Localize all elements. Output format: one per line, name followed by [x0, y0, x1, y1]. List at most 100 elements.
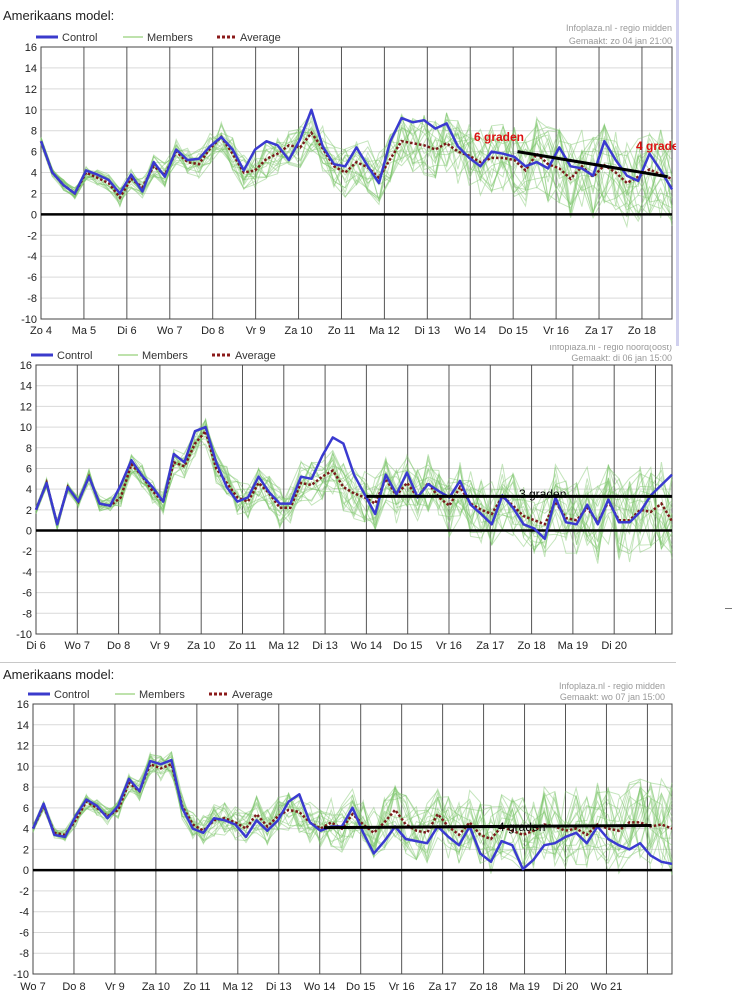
- member-line: [35, 425, 673, 558]
- member-line: [32, 755, 673, 875]
- legend-members: Members: [139, 689, 185, 701]
- legend-control: Control: [57, 350, 92, 362]
- x-tick-label: Vr 16: [389, 981, 415, 993]
- member-lines: [40, 109, 673, 229]
- y-tick-label: -4: [27, 251, 37, 263]
- annotation-label: 3 graden: [519, 487, 566, 501]
- y-tick-label: 16: [17, 699, 29, 711]
- member-line: [32, 763, 673, 864]
- y-tick-label: 12: [20, 401, 32, 413]
- x-tick-label: Do 8: [62, 981, 85, 993]
- x-tick-label: Vr 9: [246, 325, 266, 337]
- member-line: [35, 428, 673, 559]
- chart-title: Amerikaans model:: [3, 667, 114, 682]
- x-tick-label: Do 15: [393, 640, 422, 652]
- y-tick-label: 8: [26, 443, 32, 455]
- x-tick-label: Ma 12: [223, 981, 254, 993]
- trend-line: [323, 824, 652, 830]
- chart-panel-1: Amerikaans model: Infoplaza.nl - regio mi…: [0, 0, 679, 346]
- member-line: [40, 123, 673, 219]
- member-line: [40, 125, 673, 229]
- plot-frame: [32, 703, 673, 975]
- y-tick-label: 6: [26, 463, 32, 475]
- y-tick-label: -10: [21, 314, 37, 326]
- x-tick-label: Di 20: [553, 981, 579, 993]
- x-tick-label: Di 13: [312, 640, 338, 652]
- y-tick-label: 10: [17, 761, 29, 773]
- control-line: [31, 758, 673, 871]
- x-tick-label: Vr 9: [150, 640, 170, 652]
- x-tick-label: Zo 18: [518, 640, 546, 652]
- y-tick-label: -4: [19, 907, 29, 919]
- legend-average: Average: [235, 350, 276, 362]
- x-tick-label: Di 6: [26, 640, 46, 652]
- annotation-label: 4 graden: [636, 139, 676, 153]
- annotation-label: 6 graden: [474, 130, 524, 144]
- x-tick-label: Wo 14: [304, 981, 336, 993]
- legend-members: Members: [147, 32, 193, 44]
- x-tick-label: Wo 7: [157, 325, 182, 337]
- member-line: [40, 119, 673, 218]
- x-tick-label: Di 20: [601, 640, 627, 652]
- legend-control: Control: [54, 689, 89, 701]
- x-tick-label: Za 10: [187, 640, 215, 652]
- x-tick-label: Za 10: [284, 325, 312, 337]
- y-tick-label: -6: [22, 588, 32, 600]
- x-tick-label: Do 15: [498, 325, 527, 337]
- y-tick-label: 12: [25, 84, 37, 96]
- member-line: [40, 116, 673, 208]
- annotation-label: 4 graden: [498, 820, 545, 834]
- x-tick-label: Ma 19: [558, 640, 589, 652]
- made-label: Gemaakt: zo 04 jan 21:00: [569, 36, 672, 46]
- y-tick-label: 2: [23, 844, 29, 856]
- y-tick-label: -4: [22, 567, 32, 579]
- member-line: [35, 423, 673, 553]
- x-tick-label: Wo 14: [454, 325, 486, 337]
- y-tick-label: 14: [25, 63, 37, 75]
- x-tick-label: Di 13: [266, 981, 292, 993]
- average-line: [39, 130, 673, 200]
- y-tick-label: 0: [31, 209, 37, 221]
- made-label: Gemaakt: di 06 jan 15:00: [571, 353, 672, 363]
- member-line: [32, 757, 673, 874]
- x-tick-label: Zo 11: [328, 325, 355, 337]
- source-label: Infoplaza.nl - regio midden: [559, 681, 665, 691]
- y-tick-label: -10: [16, 629, 32, 641]
- y-tick-label: 10: [20, 422, 32, 434]
- member-line: [32, 754, 673, 872]
- member-line: [40, 109, 673, 217]
- y-tick-label: 6: [31, 147, 37, 159]
- y-tick-label: -2: [19, 886, 29, 898]
- member-line: [35, 422, 673, 547]
- x-tick-label: Zo 18: [470, 981, 498, 993]
- chart-panel-2: Infoplaza.nl - regio noord(oost) Gemaakt:…: [0, 345, 676, 655]
- legend-average: Average: [240, 32, 281, 44]
- member-line: [32, 767, 673, 872]
- source-label: Infoplaza.nl - regio noord(oost): [549, 345, 672, 352]
- y-tick-label: 16: [25, 42, 37, 54]
- x-tick-label: Ma 12: [369, 325, 400, 337]
- member-lines: [35, 417, 673, 564]
- y-tick-label: -2: [27, 230, 37, 242]
- x-tick-label: Za 17: [476, 640, 504, 652]
- x-tick-label: Za 17: [429, 981, 457, 993]
- legend: Control Members Average: [36, 32, 281, 44]
- source-label: Infoplaza.nl - regio midden: [566, 23, 672, 33]
- x-tick-label: Do 15: [346, 981, 375, 993]
- y-tick-label: 8: [31, 126, 37, 138]
- x-tick-label: Za 10: [142, 981, 170, 993]
- y-tick-label: -2: [22, 546, 32, 558]
- chart-title: Amerikaans model:: [3, 8, 114, 23]
- x-tick-label: Vr 16: [543, 325, 569, 337]
- control-line: [34, 425, 673, 541]
- x-tick-label: Do 8: [107, 640, 130, 652]
- plot-frame: [40, 46, 673, 320]
- y-tick-label: 12: [17, 741, 29, 753]
- y-tick-label: 4: [31, 168, 37, 180]
- member-line: [32, 756, 673, 869]
- x-tick-label: Ma 12: [269, 640, 300, 652]
- legend: Control Members Average: [31, 350, 276, 362]
- x-tick-label: Wo 7: [20, 981, 45, 993]
- y-tick-label: 4: [23, 824, 29, 836]
- x-tick-label: Zo 11: [183, 981, 210, 993]
